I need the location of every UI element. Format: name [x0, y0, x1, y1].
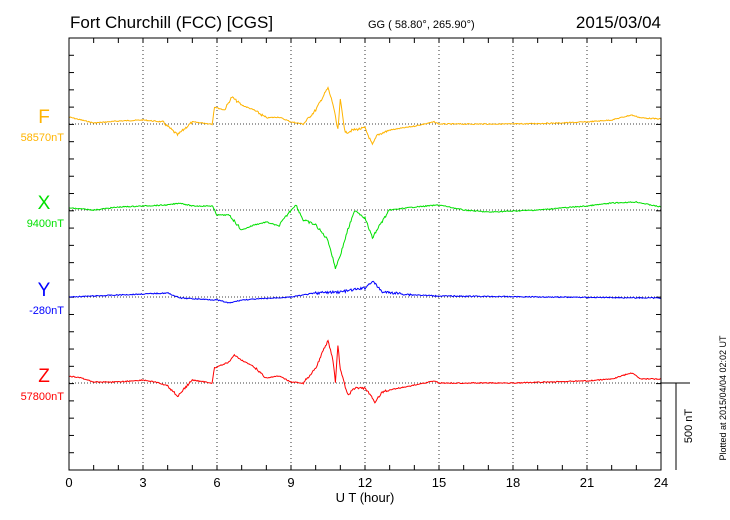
x-tick-label: 0: [65, 475, 72, 490]
station-title: Fort Churchill (FCC) [CGS]: [70, 13, 273, 32]
series-labels: F 58570nT X 9400nT Y -280nT Z 57800nT: [21, 107, 65, 403]
x-tick-label: 18: [506, 475, 520, 490]
baseline-value-f: 58570nT: [21, 132, 65, 144]
baseline-value-y: -280nT: [29, 305, 64, 317]
x-tick-labels: 0 3 6 9 12 15 18 21 24: [65, 475, 668, 490]
x-tick-label: 3: [139, 475, 146, 490]
geo-coords: GG ( 58.80°, 265.90°): [368, 19, 475, 31]
scale-bar-label: 500 nT: [683, 409, 695, 444]
x-axis-label: U T (hour): [336, 490, 395, 505]
x-tick-label: 21: [580, 475, 594, 490]
x-tick-label: 6: [213, 475, 220, 490]
date-label: 2015/03/04: [576, 13, 661, 32]
component-label-z: Z: [38, 366, 50, 387]
component-label-x: X: [38, 193, 51, 214]
trace-z: [69, 339, 662, 404]
component-label-y: Y: [38, 280, 51, 301]
x-tick-label: 15: [432, 475, 446, 490]
x-tick-label: 24: [654, 475, 668, 490]
baseline-value-z: 57800nT: [21, 391, 65, 403]
plot-frame: [68, 37, 662, 471]
baseline-value-x: 9400nT: [27, 218, 65, 230]
plotted-timestamp: Plotted at 2015/04/04 02:02 UT: [718, 335, 728, 461]
trace-y: [68, 280, 662, 304]
x-tick-label: 9: [287, 475, 294, 490]
x-tick-label: 12: [358, 475, 372, 490]
traces: [68, 86, 662, 404]
trace-f: [68, 86, 662, 146]
trace-x: [68, 201, 662, 270]
grid: [68, 37, 662, 471]
component-label-f: F: [38, 107, 50, 128]
